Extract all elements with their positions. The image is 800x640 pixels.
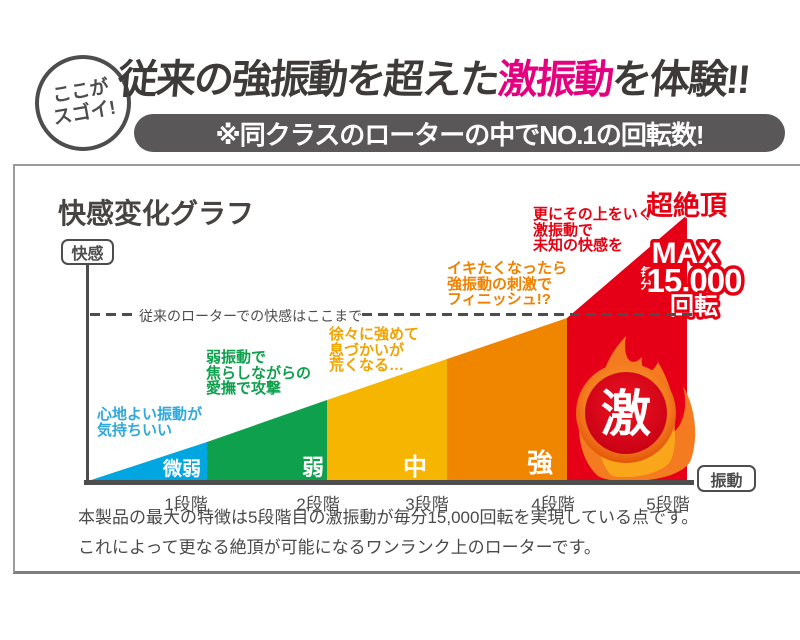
highlight-badge: ここが スゴイ! bbox=[35, 55, 131, 151]
highlight-badge-text: ここが スゴイ! bbox=[51, 76, 118, 130]
title-highlight: 激振動 bbox=[496, 58, 614, 102]
bar-label-stage-1: 微弱 bbox=[162, 459, 202, 480]
x-tick-stage-3: 3段階 bbox=[405, 495, 449, 514]
y-axis-label-box: 快感 bbox=[61, 239, 114, 265]
annotation-stage-1: 心地よい振動が 気持ちいい bbox=[97, 406, 203, 439]
annotation-stage-4: イキたくなったら 強振動の刺激で フィニッシュ!? bbox=[447, 260, 568, 308]
footer-description-line-1: 本製品の最大の特徴は5段階目の激振動が毎分15,000回転を実現している点です。 bbox=[78, 508, 699, 527]
title-pre: 従来の強振動を超えた bbox=[116, 58, 500, 102]
peak-label: 超絶頂 bbox=[646, 191, 727, 221]
reference-dashed-line-right bbox=[362, 313, 695, 316]
bar-label-stage-3: 中 bbox=[403, 454, 427, 481]
page-title: 従来の強振動を超えた激振動を体験!! bbox=[116, 58, 799, 102]
x-axis-label-box: 振動 bbox=[697, 465, 756, 492]
chart-title: 快感変化グラフ bbox=[58, 198, 255, 229]
bar-label-stage-2: 弱 bbox=[301, 455, 325, 480]
x-tick-stage-1: 1段階 bbox=[164, 495, 208, 514]
annotation-stage-5: 更にその上をいく 激振動で 未知の快感を bbox=[533, 206, 653, 254]
x-tick-stage-4: 4段階 bbox=[531, 495, 575, 514]
y-axis-label: 快感 bbox=[71, 246, 104, 263]
footer-description-line-2: これによって更なる絶頂が可能になるワンランク上のローターです。 bbox=[78, 538, 601, 557]
annotation-stage-2: 弱振動で 焦らしながらの 愛撫で攻撃 bbox=[206, 349, 312, 397]
y-axis-line bbox=[86, 263, 89, 481]
bar-label-stage-4: 強 bbox=[526, 448, 554, 478]
subtitle-pill: ※同クラスのローターの中でNO.1の回転数! bbox=[134, 114, 785, 152]
content-panel-frame bbox=[13, 164, 800, 574]
title-post: を体験!! bbox=[610, 58, 751, 102]
x-axis-line bbox=[84, 480, 694, 485]
x-tick-stage-5: 5段階 bbox=[646, 495, 690, 514]
subtitle-text: ※同クラスのローターの中でNO.1の回転数! bbox=[215, 119, 704, 150]
reference-line-label: 従来のローターでの快感はここまで bbox=[139, 308, 363, 324]
x-tick-stage-2: 2段階 bbox=[296, 495, 340, 514]
x-axis-label: 振動 bbox=[710, 472, 743, 490]
annotation-stage-3: 徐々に強めて 息づかいが 荒くなる… bbox=[329, 326, 420, 374]
reference-dashed-line-left bbox=[90, 313, 137, 316]
